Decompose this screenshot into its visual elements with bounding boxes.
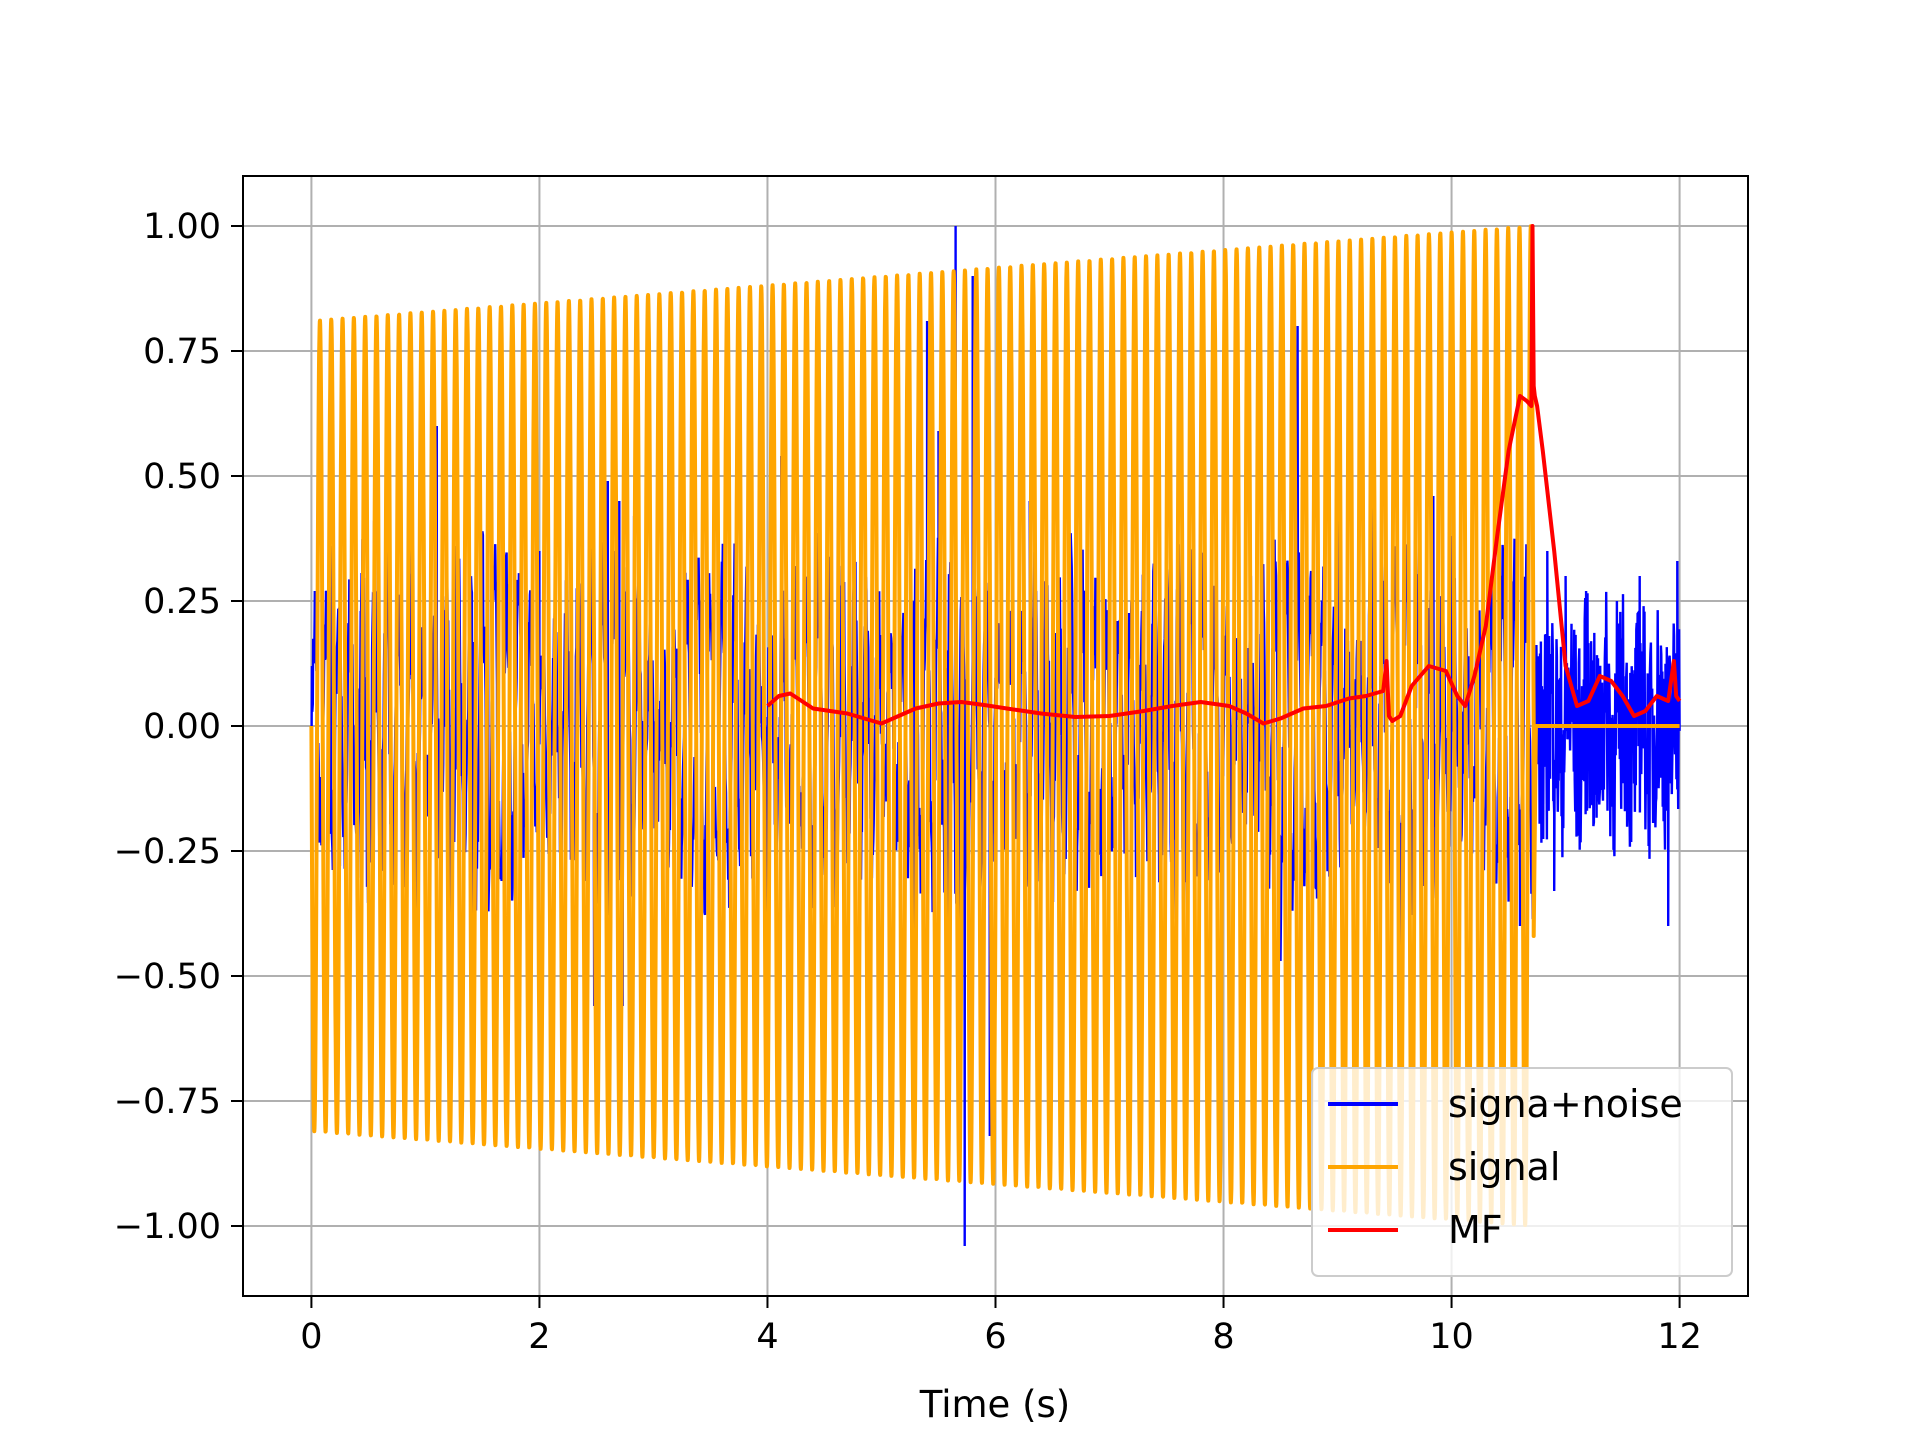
- y-tick-label: −0.50: [114, 957, 221, 997]
- legend-label: signal: [1448, 1145, 1560, 1189]
- y-tick-label: 0.00: [143, 707, 221, 747]
- x-tick-label: 12: [1657, 1317, 1702, 1357]
- y-tick-label: −0.75: [114, 1082, 221, 1122]
- x-tick-label: 8: [1212, 1317, 1234, 1357]
- x-tick-label: 2: [528, 1317, 550, 1357]
- series-mf-line: [766, 224, 1682, 726]
- x-tick-label: 4: [756, 1317, 778, 1357]
- legend-box: [1311, 1067, 1733, 1277]
- y-tick-label: 0.75: [143, 332, 221, 372]
- y-tick-label: 1.00: [143, 207, 221, 247]
- axis-ticks: 0 2 4 6 8 10 12 1.00 0.75 0.50 0.25 0.00 −0.25 −0.50 −…: [114, 207, 1702, 1357]
- series-layer: [309, 224, 1682, 1247]
- x-tick-label: 0: [300, 1317, 322, 1357]
- legend: signa+noise signal MF: [1311, 1067, 1733, 1277]
- series-signal-line: [309, 224, 1680, 1227]
- x-tick-label: 6: [984, 1317, 1006, 1357]
- x-tick-label: 10: [1429, 1317, 1474, 1357]
- legend-label: MF: [1448, 1208, 1503, 1252]
- legend-label: signa+noise: [1448, 1082, 1683, 1126]
- y-tick-label: −0.25: [114, 832, 221, 872]
- x-axis-label: Time (s): [919, 1383, 1070, 1426]
- y-tick-label: 0.25: [143, 582, 221, 622]
- y-tick-label: 0.50: [143, 457, 221, 497]
- y-tick-label: −1.00: [114, 1207, 221, 1247]
